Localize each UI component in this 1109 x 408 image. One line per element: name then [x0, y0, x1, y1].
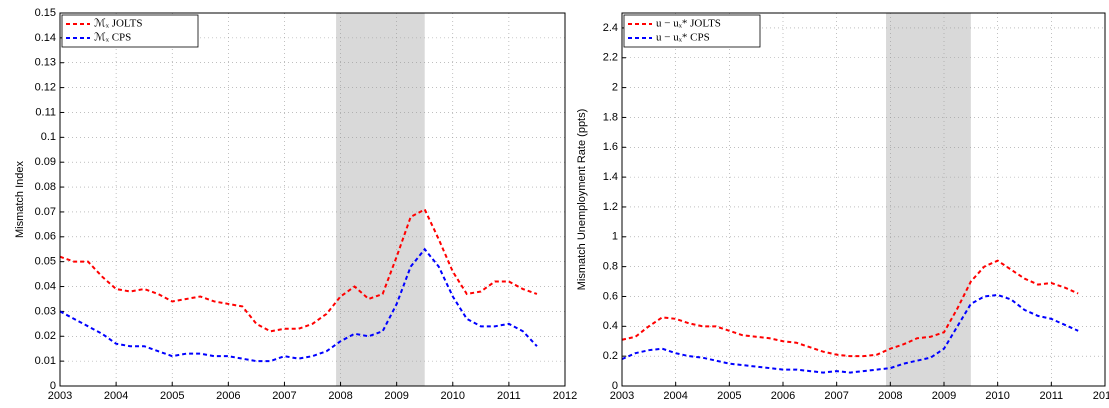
x-tick-label: 2011	[497, 390, 521, 402]
y-tick-label: 0.02	[35, 330, 56, 342]
y-tick-label: 0.09	[35, 156, 56, 168]
x-tick-label: 2009	[932, 390, 956, 402]
legend-label: ℳₓ CPS	[94, 32, 131, 44]
y-tick-label: 0.1	[41, 131, 56, 143]
plot-area	[60, 13, 565, 386]
y-tick-label: 1.2	[603, 201, 618, 213]
x-tick-label: 2009	[384, 390, 408, 402]
x-tick-label: 2004	[663, 390, 687, 402]
series-line	[621, 259, 1079, 358]
y-tick-label: 0.2	[603, 350, 618, 362]
y-tick-label: 2.2	[603, 52, 618, 64]
legend-label: ℳₓ JOLTS	[94, 18, 142, 30]
x-tick-label: 2007	[272, 390, 296, 402]
x-tick-label: 2003	[610, 390, 634, 402]
plot-area	[622, 13, 1105, 386]
x-tick-label: 2010	[441, 390, 465, 402]
y-tick-label: 0.05	[35, 256, 56, 268]
y-tick-label: 2	[612, 82, 618, 94]
y-tick-label: 0.04	[35, 280, 56, 292]
y-tick-label: 0.07	[35, 206, 56, 218]
y-tick-label: 0.15	[35, 7, 56, 19]
x-tick-label: 2008	[328, 390, 352, 402]
y-tick-label: 0.13	[35, 57, 56, 69]
x-tick-label: 2011	[1040, 390, 1064, 402]
y-tick-label: 2.4	[603, 22, 618, 34]
y-tick-label: 0	[612, 380, 618, 392]
y-tick-label: 0.03	[35, 305, 56, 317]
y-tick-label: 1.4	[603, 171, 618, 183]
series-line	[59, 247, 538, 363]
y-tick-label: 0.08	[35, 181, 56, 193]
y-axis-label: Mismatch Index	[14, 160, 26, 238]
x-tick-label: 2006	[216, 390, 240, 402]
y-tick-label: 1	[612, 231, 618, 243]
plot-frame	[59, 12, 566, 387]
legend-label: u − uₓ* JOLTS	[656, 18, 721, 30]
x-tick-label: 2004	[104, 390, 128, 402]
x-tick-label: 2012	[1093, 390, 1109, 402]
y-tick-label: 0.8	[603, 261, 618, 273]
legend-box	[61, 14, 199, 48]
y-tick-label: 0.4	[603, 320, 618, 332]
series-line	[59, 208, 538, 333]
plot-frame	[621, 12, 1106, 387]
y-tick-label: 0.01	[35, 355, 56, 367]
legend-box	[623, 14, 761, 48]
x-tick-label: 2005	[160, 390, 184, 402]
x-tick-label: 2007	[824, 390, 848, 402]
y-tick-label: 0.14	[35, 32, 56, 44]
legend-label: u − uₓ* CPS	[656, 32, 710, 44]
x-tick-label: 2010	[985, 390, 1009, 402]
chart: 0 0.01 0.02 0.03 0.04 0.05 0.06 0.07 0.08 0.09 0.1…	[14, 7, 577, 402]
y-tick-label: 0	[50, 380, 56, 392]
chart: 0 0.2 0.4 0.6 0.8 1 1.2 1.4 1.6 1.8 2 2.2 2.4 2003 200…	[576, 12, 1109, 402]
y-tick-label: 1.6	[603, 141, 618, 153]
y-tick-label: 0.11	[35, 106, 56, 118]
x-tick-label: 2005	[717, 390, 741, 402]
recession-shade	[886, 13, 971, 386]
x-tick-label: 2003	[48, 390, 72, 402]
y-tick-label: 1.8	[603, 111, 618, 123]
x-tick-label: 2008	[878, 390, 902, 402]
y-tick-label: 0.06	[35, 231, 56, 243]
y-axis-label: Mismatch Unemployment Rate (ppts)	[576, 109, 588, 291]
x-tick-label: 2006	[771, 390, 795, 402]
recession-shade	[336, 13, 425, 386]
series-line	[621, 293, 1079, 374]
y-tick-label: 0.12	[35, 82, 56, 94]
y-tick-label: 0.6	[603, 290, 618, 302]
x-tick-label: 2012	[553, 390, 577, 402]
